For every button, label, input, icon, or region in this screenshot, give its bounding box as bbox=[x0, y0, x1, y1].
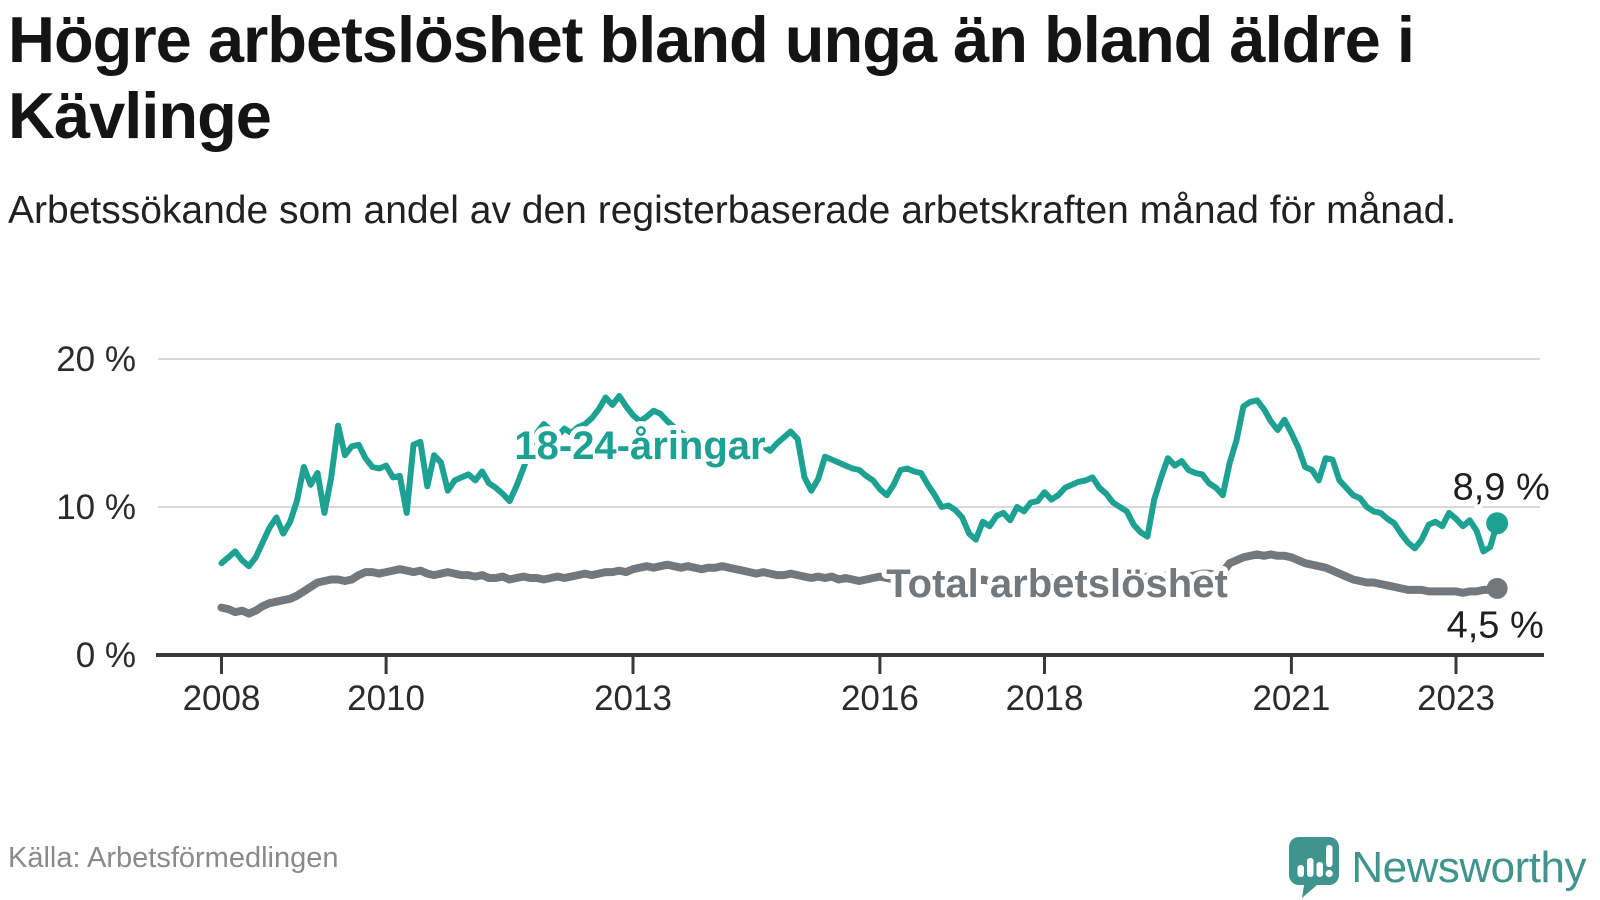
series-label-youth: 18-24-åringar bbox=[514, 424, 765, 468]
page-title: Högre arbetslöshet bland unga än bland ä… bbox=[8, 3, 1415, 153]
series-line-youth bbox=[218, 393, 1501, 570]
series-end-value-label: 4,5 % bbox=[1447, 604, 1544, 646]
x-axis-tick-label: 2018 bbox=[1006, 679, 1084, 718]
x-axis-tick-label: 2021 bbox=[1252, 679, 1330, 718]
x-axis-tick-label: 2023 bbox=[1417, 679, 1495, 718]
y-axis-tick-label: 20 % bbox=[56, 340, 136, 379]
x-axis-tick-label: 2008 bbox=[183, 679, 261, 718]
x-axis-tick-label: 2010 bbox=[347, 679, 425, 718]
series-end-dot bbox=[1486, 577, 1508, 599]
page-subtitle: Arbetssökande som andel av den registerb… bbox=[8, 189, 1457, 232]
newsworthy-wordmark: Newsworthy bbox=[1351, 843, 1586, 892]
series-line-total bbox=[217, 550, 1502, 618]
series-end-value-label: 8,9 % bbox=[1453, 466, 1550, 508]
series-end-dot bbox=[1486, 512, 1509, 535]
source-note: Källa: Arbetsförmedlingen bbox=[8, 842, 339, 874]
newsworthy-logo: Newsworthy bbox=[1289, 836, 1586, 900]
newsworthy-bubble-icon bbox=[1289, 837, 1340, 898]
series-label-total: Total arbetslöshet bbox=[886, 562, 1228, 606]
y-axis-tick-label: 10 % bbox=[56, 488, 136, 527]
x-axis-tick-label: 2013 bbox=[594, 679, 672, 718]
y-axis-tick-label: 0 % bbox=[76, 636, 136, 675]
x-axis-tick-label: 2016 bbox=[841, 679, 919, 718]
